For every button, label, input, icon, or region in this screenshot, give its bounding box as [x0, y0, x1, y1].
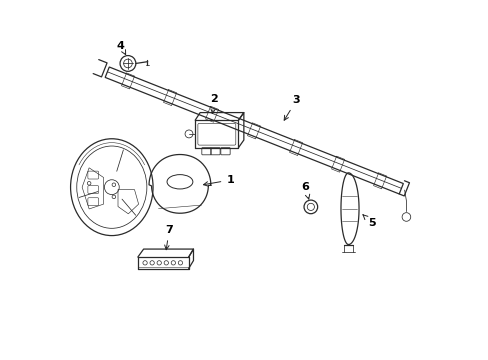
- Text: 6: 6: [301, 182, 309, 199]
- Text: 7: 7: [164, 225, 173, 250]
- Text: 5: 5: [362, 215, 375, 228]
- Text: 4: 4: [117, 41, 125, 55]
- Text: 3: 3: [284, 95, 300, 120]
- Text: 1: 1: [203, 175, 234, 186]
- Text: 2: 2: [210, 94, 218, 113]
